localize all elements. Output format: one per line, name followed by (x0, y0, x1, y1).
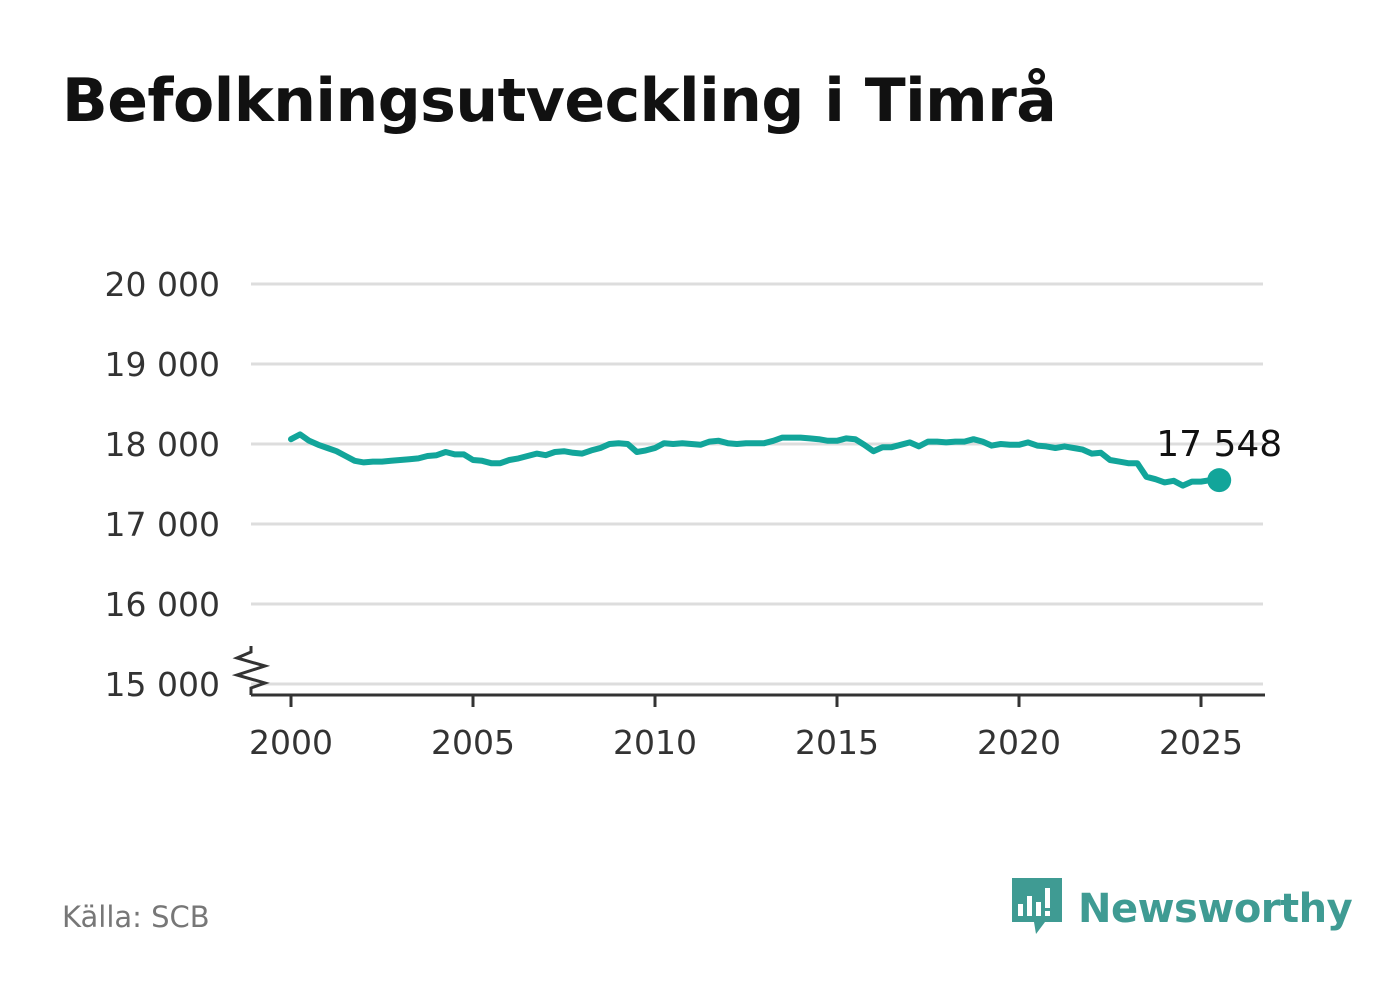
y-axis-break (231, 646, 271, 695)
x-tick-label: 2000 (249, 723, 333, 762)
y-tick-label: 16 000 (105, 585, 220, 624)
x-tick-label: 2025 (1159, 723, 1243, 762)
end-point-marker (1207, 468, 1232, 493)
x-tick-label: 2005 (431, 723, 515, 762)
y-tick-label: 15 000 (105, 665, 220, 704)
x-tick-label: 2015 (795, 723, 879, 762)
y-tick-label: 20 000 (105, 265, 220, 304)
series-line-0 (288, 431, 1223, 489)
x-tick-label: 2020 (977, 723, 1061, 762)
brand-logo: Newsworthy (1012, 878, 1353, 940)
grid-lines (251, 282, 1263, 686)
page-title: Befolkningsutveckling i Timrå (62, 66, 1057, 136)
y-tick-label: 18 000 (105, 425, 220, 464)
tick-labels: 15 000 16 000 17 000 18 000 19 000 20 000 2000… (105, 265, 1283, 762)
y-tick-label: 19 000 (105, 345, 220, 384)
brand-name: Newsworthy (1078, 886, 1353, 932)
series-layer (288, 431, 1232, 493)
y-tick-label: 17 000 (105, 505, 220, 544)
axes (231, 646, 1265, 707)
newsworthy-logo-icon (1012, 878, 1062, 934)
source-note: Källa: SCB (62, 900, 210, 934)
x-tick-label: 2010 (613, 723, 697, 762)
end-value-label: 17 548 (1156, 424, 1282, 465)
